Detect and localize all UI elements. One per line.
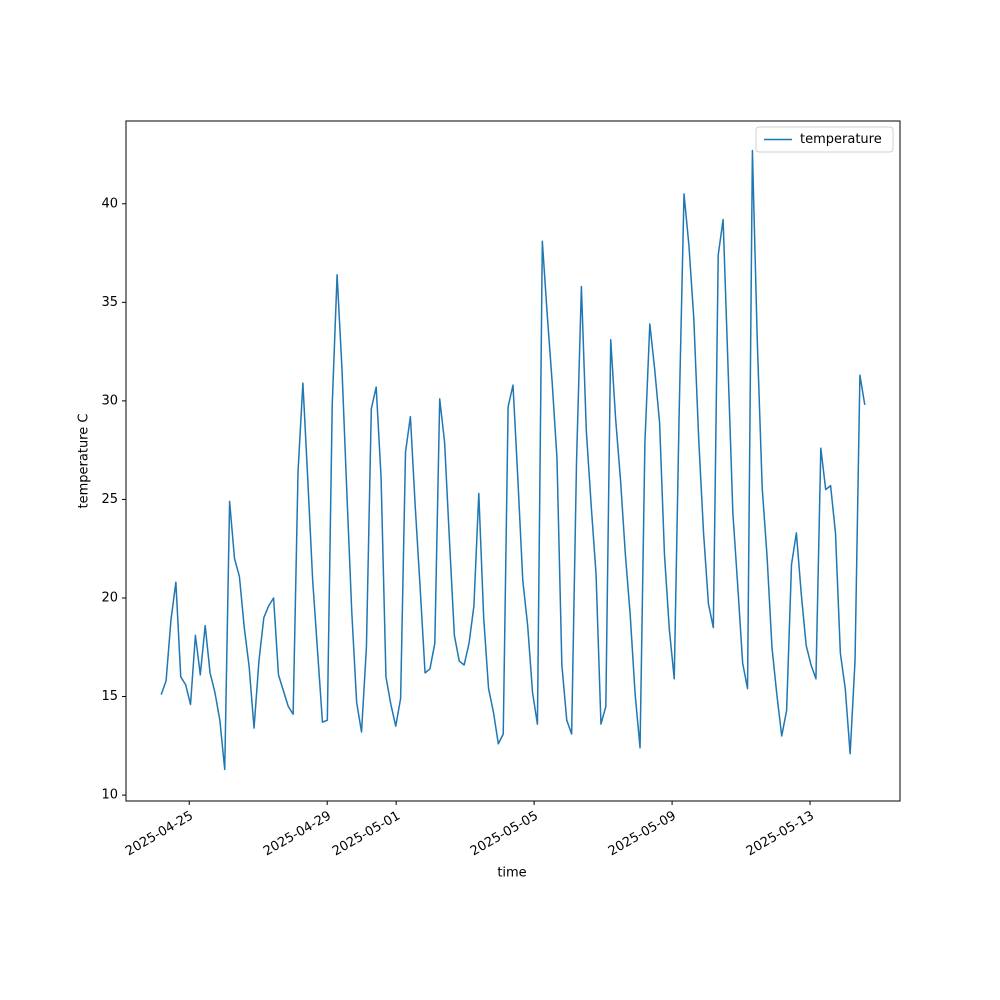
y-tick-label: 20 xyxy=(101,590,118,605)
y-tick-label: 25 xyxy=(101,492,118,507)
x-axis-label: time xyxy=(497,866,526,881)
y-tick-label: 40 xyxy=(101,196,118,211)
legend-label: temperature xyxy=(800,132,882,147)
x-tick-label: 2025-05-09 xyxy=(606,809,679,860)
y-tick-label: 15 xyxy=(101,689,118,704)
line xyxy=(160,149,866,771)
y-tick-label: 35 xyxy=(101,295,118,310)
y-tick-label: 10 xyxy=(101,788,118,803)
legend-box xyxy=(755,126,894,153)
y-axis-label: temperature C xyxy=(77,414,92,509)
x-tick-label: 2025-04-29 xyxy=(261,809,334,860)
x-tick-label: 2025-04-25 xyxy=(123,809,196,860)
x-tick-label: 2025-05-05 xyxy=(468,809,541,860)
x-tick-label: 2025-05-13 xyxy=(744,809,817,860)
x-tick-label: 2025-05-01 xyxy=(330,809,403,860)
plot-frame xyxy=(125,120,901,802)
y-tick-label: 30 xyxy=(101,393,118,408)
